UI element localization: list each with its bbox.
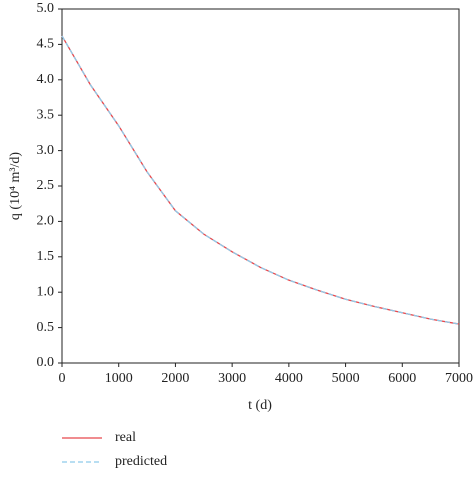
y-tick-label: 3.0	[37, 143, 55, 158]
x-tick-label: 0	[59, 371, 66, 386]
x-tick-label: 7000	[445, 371, 473, 386]
plot-frame	[61, 8, 460, 364]
y-tick-label: 0.0	[37, 355, 55, 370]
legend-label: predicted	[115, 454, 167, 469]
y-tick-label: 4.5	[37, 37, 55, 52]
y-tick-label: 4.0	[37, 72, 55, 87]
y-tick-label: 5.0	[37, 1, 55, 16]
x-tick-label: 5000	[332, 371, 360, 386]
y-tick-label: 3.5	[37, 107, 55, 122]
x-tick-label: 4000	[275, 371, 303, 386]
y-tick-label: 2.0	[37, 214, 55, 229]
x-tick-label: 6000	[388, 371, 416, 386]
line	[61, 35, 460, 325]
y-tick-label: 0.5	[37, 320, 55, 335]
legend-label: real	[115, 430, 136, 445]
y-tick-label: 1.0	[37, 284, 55, 299]
line	[61, 35, 460, 325]
y-axis-label: q (10⁴ m³/d)	[8, 152, 23, 221]
x-tick-label: 3000	[218, 371, 246, 386]
y-tick-label: 2.5	[37, 178, 55, 193]
x-tick-label: 1000	[105, 371, 133, 386]
x-axis-label: t (d)	[248, 398, 272, 413]
y-tick-label: 1.5	[37, 249, 55, 264]
x-tick-label: 2000	[161, 371, 189, 386]
